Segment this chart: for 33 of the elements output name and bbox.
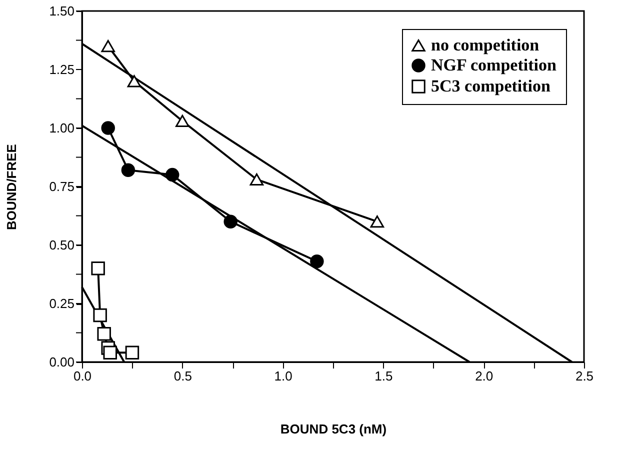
y-axis-title: BOUND/FREE <box>4 144 20 230</box>
y-tick-label: 0.50 <box>49 238 74 252</box>
point <box>101 40 115 52</box>
x-tick-label: 1.5 <box>374 368 393 384</box>
point <box>250 173 264 186</box>
y-tick-label: 0.75 <box>49 179 74 194</box>
x-tick-label: 2.0 <box>475 368 494 384</box>
point <box>224 214 238 228</box>
point <box>370 216 384 228</box>
x-tick-label: 0.5 <box>174 368 192 384</box>
point <box>127 75 142 88</box>
point <box>103 346 117 360</box>
x-axis-title: BOUND 5C3 (nM) <box>280 422 387 436</box>
x-tick-label: 0.0 <box>73 368 92 384</box>
y-tick-label: 1.50 <box>49 4 74 18</box>
point <box>165 168 180 182</box>
point <box>101 121 115 135</box>
point <box>310 254 324 268</box>
y-tick-label: 0.00 <box>49 354 74 370</box>
point <box>121 163 136 177</box>
point <box>176 114 190 128</box>
y-tick-label: 1.00 <box>49 120 74 136</box>
x-tick-label: 2.5 <box>575 368 594 384</box>
x-tick-label: 1.0 <box>274 368 292 384</box>
legend-label: NGF competition <box>431 56 557 74</box>
y-tick-label: 0.25 <box>49 296 74 311</box>
point <box>91 262 105 276</box>
point <box>125 346 140 360</box>
point <box>97 327 111 341</box>
point <box>93 308 107 322</box>
legend-label: no competition <box>431 36 540 54</box>
y-tick-label: 1.25 <box>49 62 74 77</box>
legend-label: 5C3 competition <box>431 76 551 96</box>
